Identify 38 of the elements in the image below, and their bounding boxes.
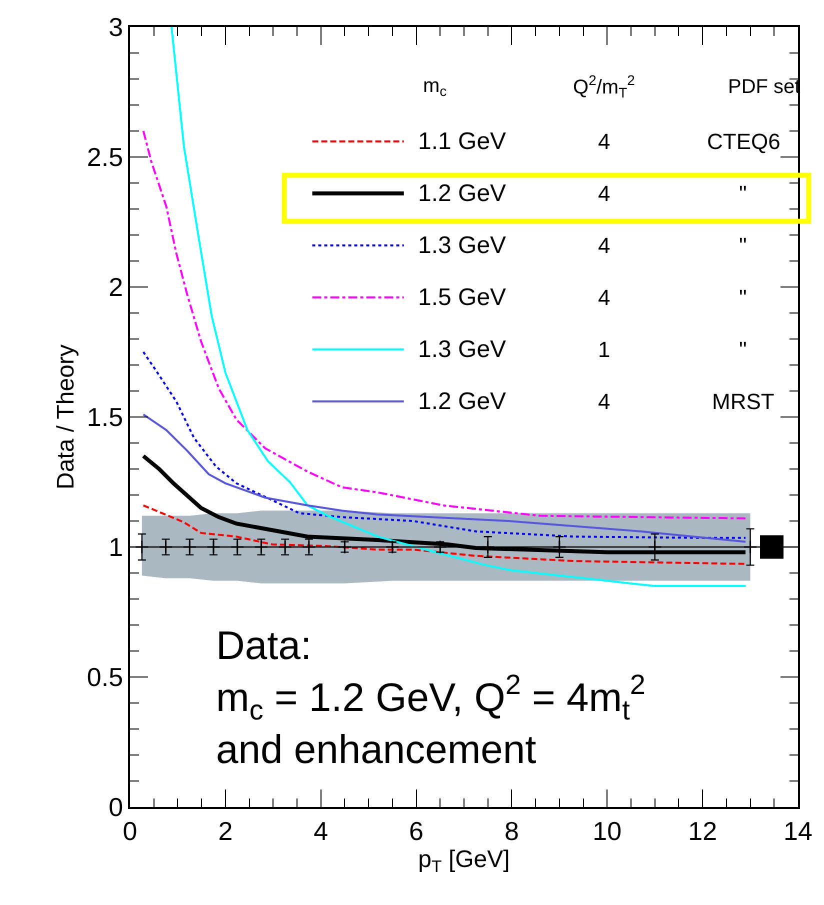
- y-tick-label: 0.5: [86, 662, 124, 692]
- annotation: m$_{c}$: [423, 75, 447, 100]
- annotation: 4: [598, 181, 610, 206]
- legend-label: 1.5 GeV: [418, 284, 506, 311]
- annotation: 4: [598, 389, 610, 414]
- y-tick-label: 1: [108, 532, 124, 562]
- y-tick-label: 2.5: [86, 142, 124, 172]
- x-tick-label: 12: [688, 816, 718, 846]
- legend-label: 1.1 GeV: [418, 128, 506, 155]
- x-tick-label: 6: [409, 816, 424, 846]
- legend-label: 1.3 GeV: [418, 336, 506, 363]
- y-tick-label: 0: [108, 792, 124, 822]
- legend-label: 1.2 GeV: [418, 180, 506, 207]
- line-series: [142, 413, 747, 543]
- x-axis-title: p$_{T}$ [GeV]: [418, 846, 510, 876]
- annotation: MRST: [712, 389, 774, 414]
- legend-label: 1.3 GeV: [418, 232, 506, 259]
- y-tick-label: 1.5: [86, 402, 124, 432]
- y-tick-label: 2: [108, 272, 124, 302]
- x-tick-label: 8: [504, 816, 519, 846]
- x-tick-label: 4: [314, 816, 328, 846]
- annotation: 4: [598, 285, 610, 310]
- annotation: ": [739, 337, 747, 362]
- annotation: 4: [598, 233, 610, 258]
- annotation: PDF set: [728, 76, 801, 98]
- x-tick-label: 2: [218, 816, 233, 846]
- annotation: ": [739, 181, 747, 206]
- annotation: 4: [598, 129, 610, 154]
- annotation: ": [739, 233, 747, 258]
- annotation: CTEQ6: [707, 129, 780, 154]
- y-axis-title: Data / Theory: [52, 344, 80, 490]
- legend-label: 1.2 GeV: [418, 388, 506, 415]
- y-tick-label: 3: [108, 12, 124, 42]
- line-series: [142, 504, 747, 565]
- annotation: ": [739, 285, 747, 310]
- x-tick-label: 14: [784, 816, 812, 846]
- annotation: 1: [598, 337, 610, 362]
- x-tick-label: 10: [592, 816, 622, 846]
